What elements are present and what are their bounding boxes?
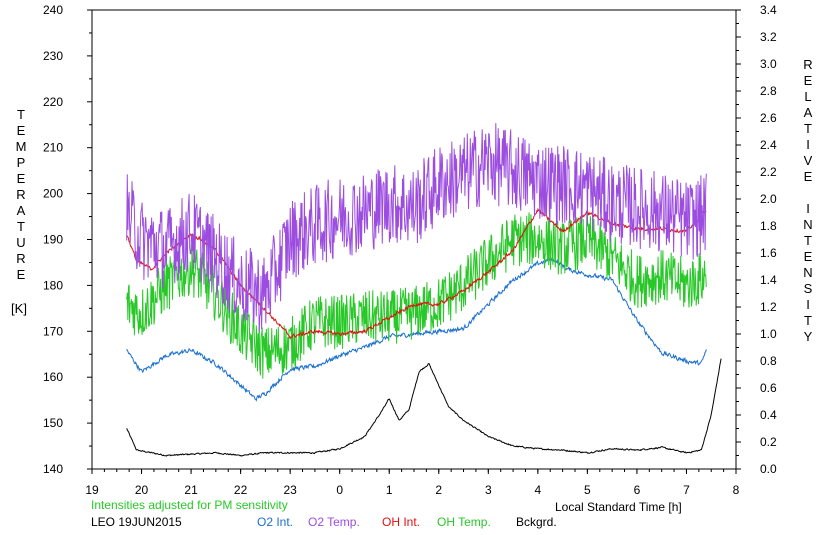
right-axis-title-letter: I <box>806 297 810 312</box>
right-axis-title-letter: R <box>803 57 812 72</box>
left-axis-title-letter: T <box>17 219 25 234</box>
left-axis-title-letter: P <box>17 155 26 170</box>
right-tick-label: 0.2 <box>760 435 777 449</box>
x-tick-label: 22 <box>234 483 248 497</box>
right-tick-label: 0.4 <box>760 408 777 422</box>
legend-o2-int: O2 Int. <box>257 515 294 529</box>
left-axis-title-letter: R <box>16 187 25 202</box>
left-tick-label: 150 <box>43 416 63 430</box>
right-axis-title-letter: N <box>803 217 812 232</box>
note-text: Intensities adjusted for PM sensitivity <box>91 498 288 512</box>
right-tick-label: 3.4 <box>760 3 777 17</box>
station-date-text: LEO 19JUN2015 <box>91 515 182 529</box>
right-axis-title-letter: N <box>803 265 812 280</box>
x-tick-label: 0 <box>336 483 343 497</box>
x-axis-ticks: 19 20 21 22 23 0 1 2 3 4 5 6 7 8 <box>85 469 740 497</box>
right-tick-label: 3.0 <box>760 57 777 71</box>
series-line-o2-temp <box>126 123 707 333</box>
legend-oh-int: OH Int. <box>382 515 421 529</box>
x-tick-label: 20 <box>135 483 149 497</box>
right-axis-title-letter: T <box>804 313 812 328</box>
right-tick-label: 2.6 <box>760 111 777 125</box>
x-tick-label: 8 <box>733 483 740 497</box>
right-axis-ticks: 0.0 0.2 0.4 0.6 0.8 1.0 1.2 1.4 1.6 1.8 2.0 2.2 2.4 2… <box>736 3 777 476</box>
left-axis-title-letter: E <box>17 123 26 138</box>
right-tick-label: 0.8 <box>760 354 777 368</box>
left-axis-title-letter: T <box>17 107 25 122</box>
right-axis-title-letter: T <box>804 233 812 248</box>
right-tick-label: 1.4 <box>760 273 777 287</box>
right-tick-label: 0.6 <box>760 381 777 395</box>
right-axis-title-letter: I <box>806 137 810 152</box>
legend-o2-temp: O2 Temp. <box>308 515 360 529</box>
left-axis-title-letter: E <box>17 171 26 186</box>
series-line-bckgrd <box>126 358 722 457</box>
right-axis-title-letter: A <box>804 105 813 120</box>
left-tick-label: 230 <box>43 49 63 63</box>
left-axis-ticks: 140 150 160 170 180 190 200 210 220 230 240 <box>43 3 92 476</box>
right-tick-label: 2.8 <box>760 84 777 98</box>
right-axis-title-letter: I <box>806 201 810 216</box>
x-tick-label: 21 <box>184 483 198 497</box>
left-tick-label: 180 <box>43 278 63 292</box>
legend-bckgrd: Bckgrd. <box>516 515 557 529</box>
left-axis-title-letter: M <box>16 139 27 154</box>
right-tick-label: 1.2 <box>760 300 777 314</box>
right-tick-label: 3.2 <box>760 30 777 44</box>
legend-oh-temp: OH Temp. <box>437 515 491 529</box>
right-axis-title-letter: E <box>804 73 813 88</box>
left-tick-label: 240 <box>43 3 63 17</box>
left-tick-label: 220 <box>43 95 63 109</box>
left-axis-title-letter: R <box>16 251 25 266</box>
right-axis-title-letter: L <box>804 89 811 104</box>
series-line-oh-temp <box>126 212 707 379</box>
right-tick-label: 0.0 <box>760 462 777 476</box>
left-axis-title-letter: A <box>17 203 26 218</box>
series-line-o2-int <box>126 256 707 402</box>
right-axis-title-letter: E <box>804 249 813 264</box>
x-tick-label: 7 <box>683 483 690 497</box>
left-tick-label: 210 <box>43 141 63 155</box>
left-tick-label: 200 <box>43 187 63 201</box>
left-tick-label: 190 <box>43 233 63 247</box>
plot-area <box>91 9 737 470</box>
left-axis-title-letter: E <box>17 267 26 282</box>
series-lines <box>126 123 722 457</box>
x-tick-label: 23 <box>283 483 297 497</box>
x-tick-label: 1 <box>386 483 393 497</box>
x-tick-label: 3 <box>485 483 492 497</box>
x-axis-title: Local Standard Time [h] <box>555 500 682 514</box>
x-tick-label: 19 <box>85 483 99 497</box>
x-tick-label: 4 <box>535 483 542 497</box>
right-tick-label: 2.2 <box>760 165 777 179</box>
right-axis-title-letter: T <box>804 121 812 136</box>
right-tick-label: 1.8 <box>760 219 777 233</box>
right-tick-label: 1.6 <box>760 246 777 260</box>
x-tick-label: 6 <box>634 483 641 497</box>
right-axis-title-letter: S <box>804 281 813 296</box>
right-axis-title-letter: V <box>804 153 813 168</box>
left-tick-label: 170 <box>43 324 63 338</box>
left-tick-label: 140 <box>43 462 63 476</box>
x-tick-label: 5 <box>584 483 591 497</box>
right-axis-title-letter: E <box>804 169 813 184</box>
right-axis-title-letter: Y <box>804 329 813 344</box>
x-tick-label: 2 <box>435 483 442 497</box>
left-axis-title-letter: U <box>16 235 25 250</box>
right-tick-label: 2.0 <box>760 192 777 206</box>
left-axis-unit: [K] <box>11 301 27 316</box>
right-tick-label: 1.0 <box>760 327 777 341</box>
right-tick-label: 2.4 <box>760 138 777 152</box>
left-tick-label: 160 <box>43 370 63 384</box>
